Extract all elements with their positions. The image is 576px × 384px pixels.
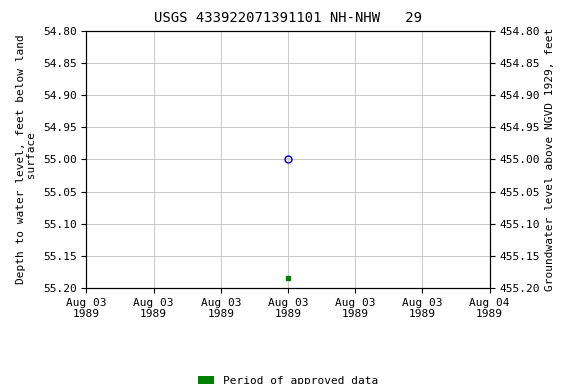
Y-axis label: Depth to water level, feet below land
 surface: Depth to water level, feet below land su… <box>16 35 37 284</box>
Legend: Period of approved data: Period of approved data <box>193 371 383 384</box>
Y-axis label: Groundwater level above NGVD 1929, feet: Groundwater level above NGVD 1929, feet <box>545 28 555 291</box>
Title: USGS 433922071391101 NH-NHW   29: USGS 433922071391101 NH-NHW 29 <box>154 12 422 25</box>
